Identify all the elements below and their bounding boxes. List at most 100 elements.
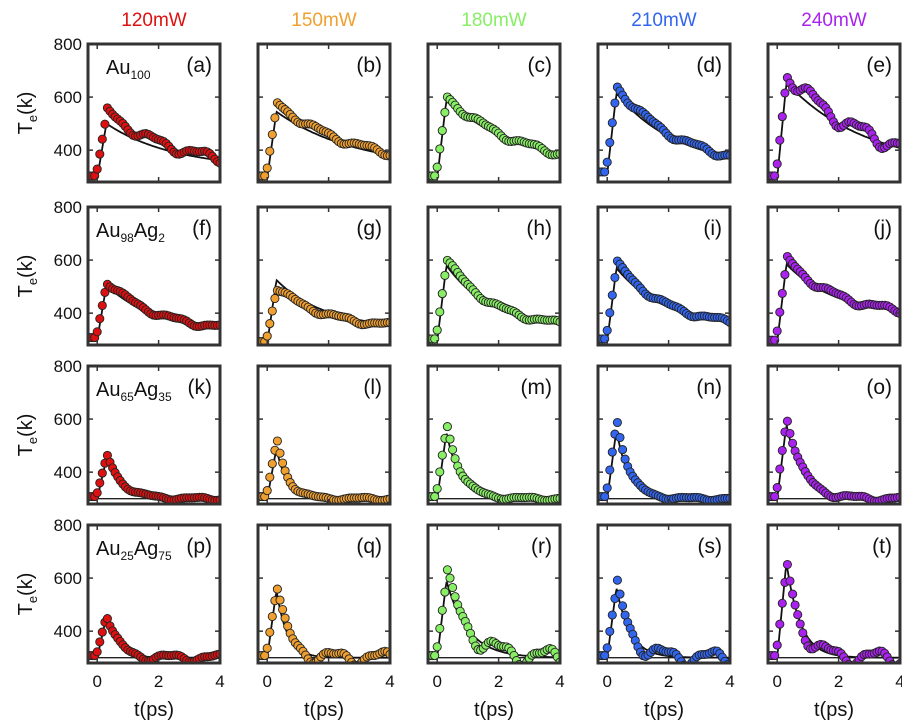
data-point [95,314,105,324]
sample-label: Au65Ag35 [96,379,172,404]
y-axis-label: Te(k) [15,573,40,616]
data-point [775,619,785,629]
data-point [450,592,460,602]
data-point [95,478,105,488]
data-point [772,483,782,493]
data-point [262,486,272,496]
x-axis-label: t(ps) [814,699,854,721]
data-point [442,565,452,575]
data-point [437,605,447,615]
data-point [272,436,282,446]
data-series [258,584,390,663]
data-point [267,306,277,316]
panel-frame [86,42,222,184]
panel-b: (b) [256,42,392,184]
panel-frame [426,205,562,347]
data-point [92,327,102,337]
panel-label: (m) [521,376,552,399]
column-header-240mW: 240mW [801,10,867,31]
data-point [600,492,610,502]
data-point [607,118,617,128]
y-tick-label: 800 [54,35,82,54]
data-point [785,428,795,439]
data-point [788,438,798,448]
panel-label: (l) [363,376,382,399]
panel-frame [766,42,902,184]
data-series [88,614,220,663]
data-point [270,113,280,123]
data-point [97,300,107,311]
data-point [432,642,442,652]
data-point [770,651,780,661]
panel-label: (o) [866,376,892,399]
panel-frame [766,364,902,506]
data-series [768,559,900,663]
x-axis-label: t(ps) [474,699,514,721]
data-point [777,445,787,456]
y-tick-label: 800 [54,516,82,535]
x-tick-label: 0 [432,672,441,691]
x-tick-label: 2 [154,672,163,691]
data-point [607,447,617,457]
data-point [278,604,288,615]
x-axis-label: t(ps) [644,699,684,721]
data-point [92,647,102,657]
data-point [602,157,612,167]
data-series [598,256,730,344]
panel-t: 0 2 4 (t) [766,523,902,691]
panel-p: 400 600 800 0 2 4 (p) Au25Ag75 [54,516,225,691]
data-point [440,587,450,597]
data-series [428,565,560,663]
panel-label: (k) [188,376,213,399]
data-point [607,610,617,620]
panel-m: (m) [426,364,562,506]
data-point [615,589,625,599]
data-point [280,613,290,623]
data-series [428,422,560,504]
panel-frame [86,523,222,665]
panel-label: (p) [186,535,212,558]
panel-frame [86,364,222,506]
data-series [768,251,900,345]
y-tick-label: 400 [54,304,82,323]
data-point [100,119,110,129]
column-header-150mW: 150mW [291,10,357,31]
data-point [772,640,782,650]
column-header-210mW: 210mW [631,10,697,31]
data-point [793,610,803,620]
column-headers: 120mW 150mW 180mW 210mW 240mW [121,10,867,31]
data-point [445,434,455,444]
data-point [780,88,790,98]
panel-label: (g) [356,217,382,240]
data-point [430,651,440,661]
x-tick-label: 2 [324,672,333,691]
panel-label: (d) [696,54,722,77]
y-tick-label: 600 [54,251,82,270]
data-series [598,417,730,504]
y-tick-label: 400 [54,141,82,160]
data-point [275,448,285,458]
x-tick-label: 4 [725,672,734,691]
data-point [432,484,442,494]
data-point [435,467,445,477]
data-point [798,628,808,638]
data-point [432,325,442,335]
panel-frame [256,364,392,506]
data-point [777,598,787,608]
data-point [612,575,622,585]
panel-frame [766,205,902,347]
panel-frame [596,205,732,347]
panel-label: (q) [356,535,382,558]
panel-j: (j) [766,205,902,347]
data-point [772,159,782,169]
panel-label: (c) [528,54,553,77]
panel-label: (a) [186,54,212,77]
column-header-120mW: 120mW [121,10,187,31]
data-point [785,576,795,586]
data-point [795,619,805,629]
panel-label: (i) [703,217,722,240]
data-point [602,483,612,493]
axis-labels: Te(k) Te(k) Te(k) Te(k) t(ps) t(ps) t(ps) t(ps)… [15,92,854,721]
panel-frame [426,42,562,184]
x-axis-label: t(ps) [304,699,344,721]
